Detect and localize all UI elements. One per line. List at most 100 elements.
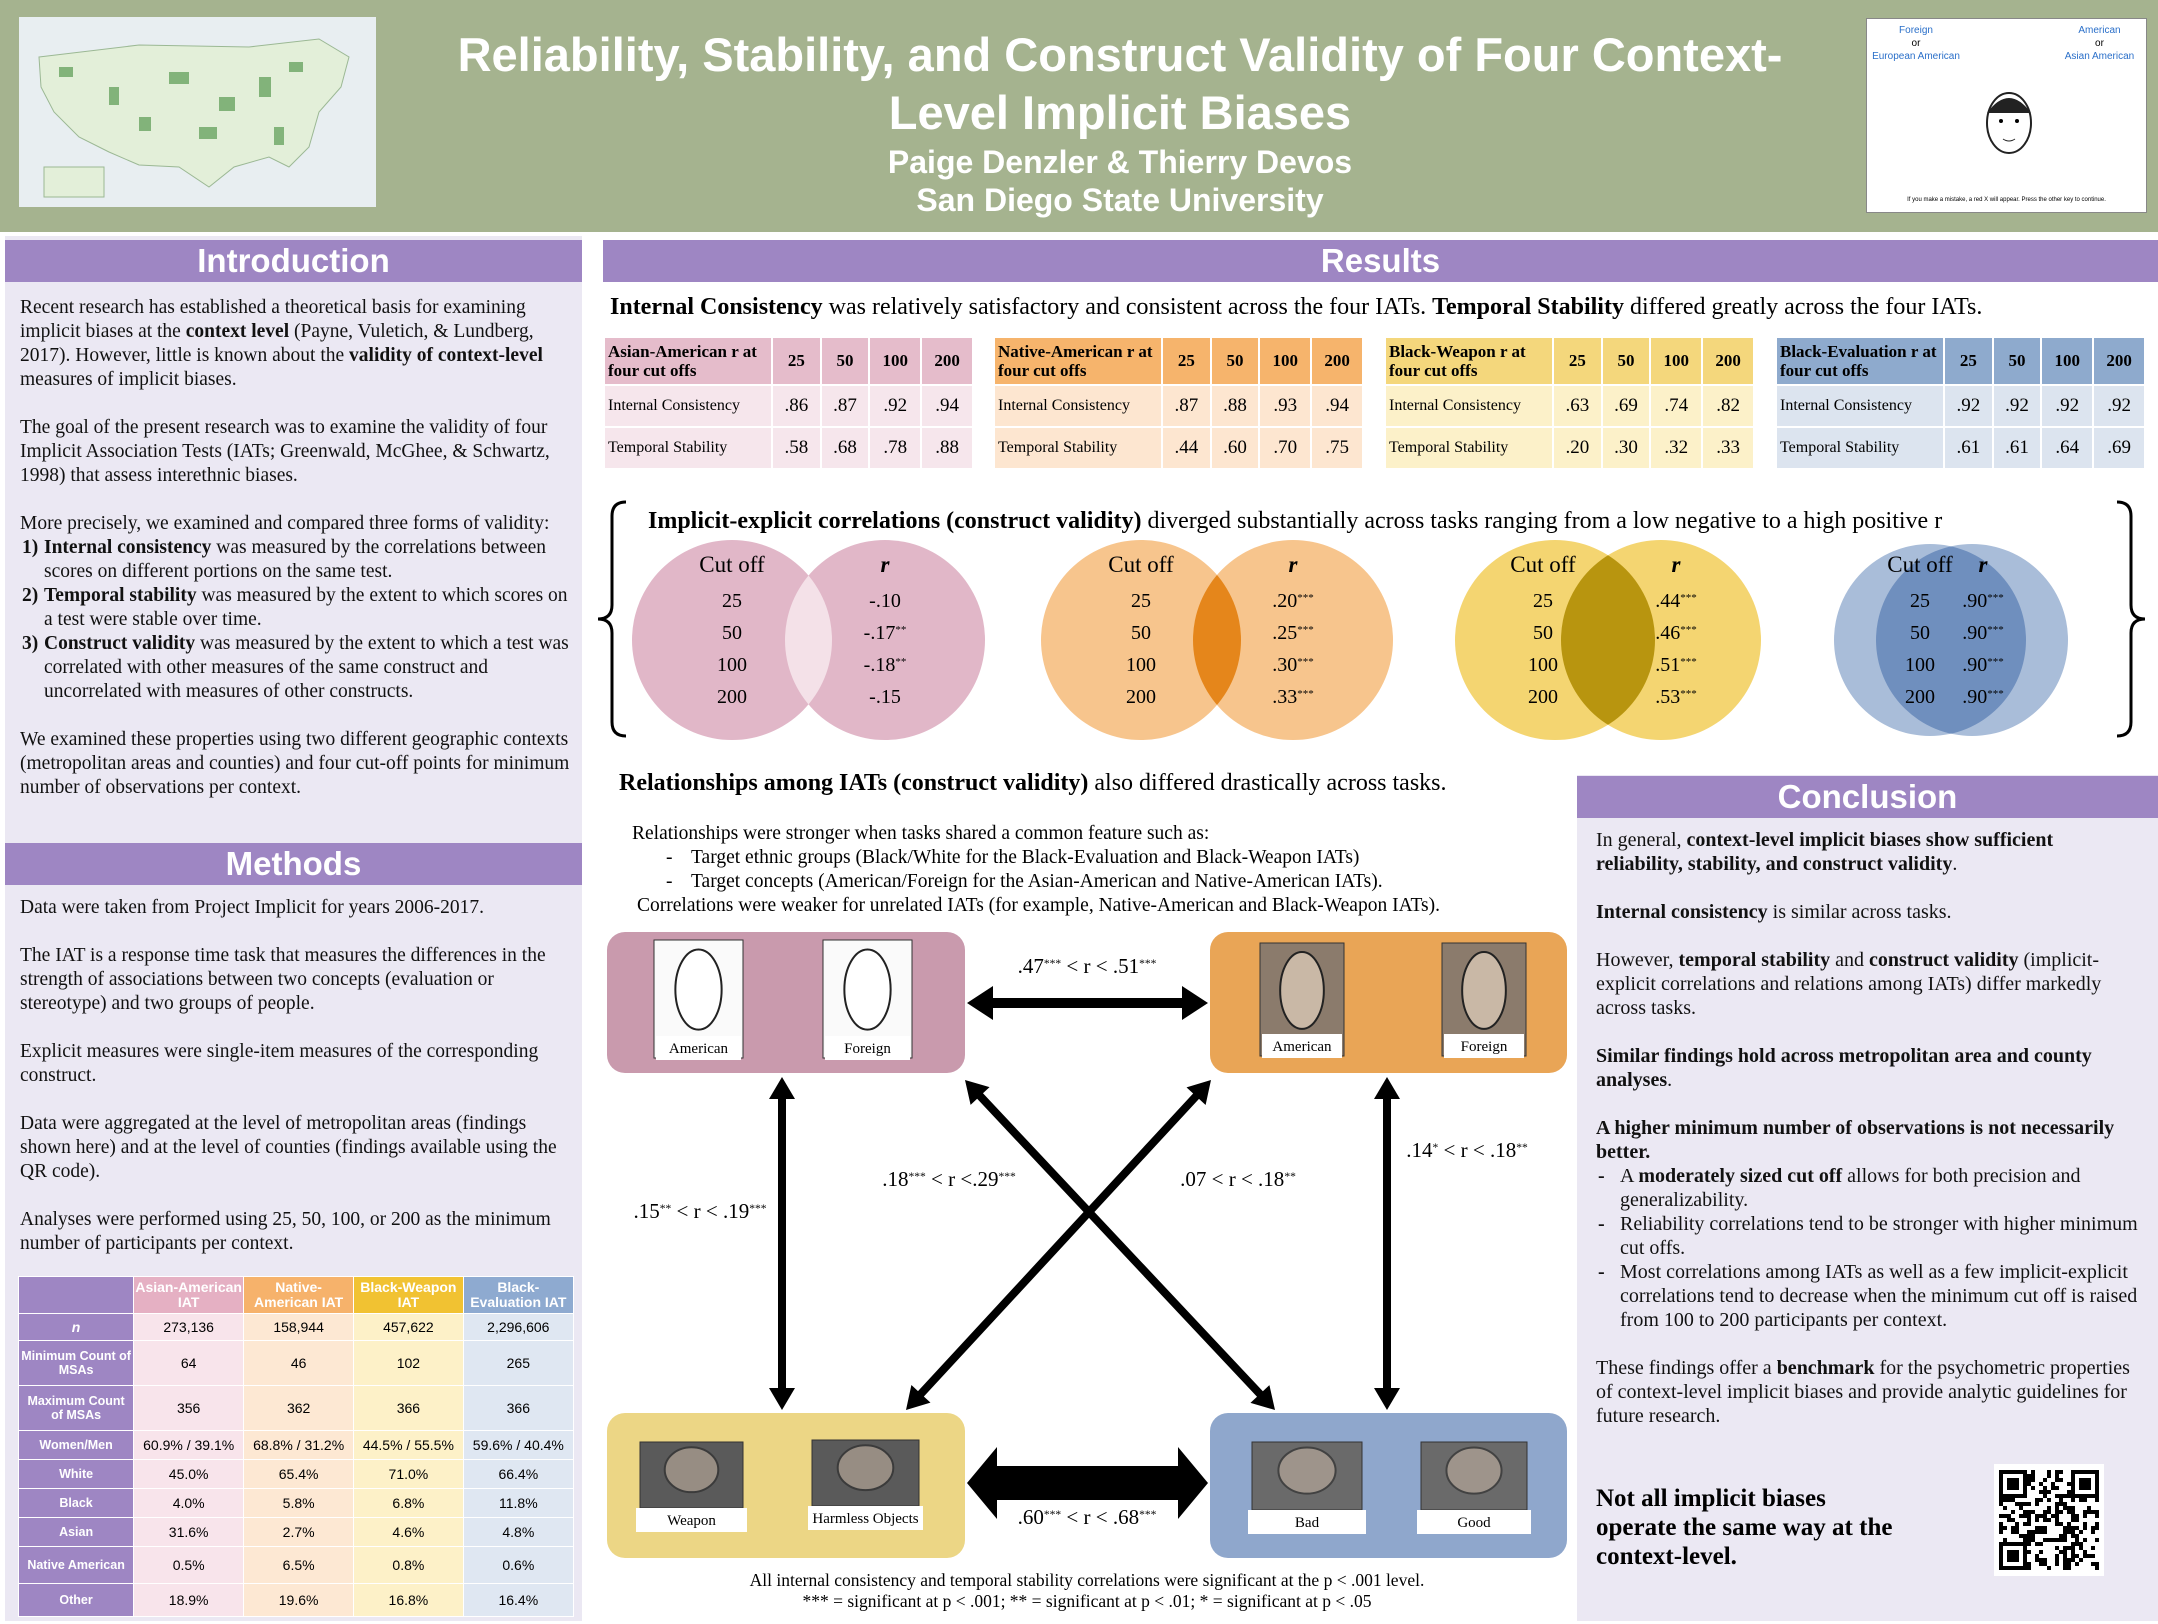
qr-module	[2043, 1518, 2047, 1522]
table-cell: 11.8%	[463, 1489, 573, 1517]
table-cell: 65.4%	[244, 1460, 354, 1488]
qr-module	[2091, 1510, 2095, 1514]
qr-finder	[2007, 1478, 2019, 1490]
qr-module	[2039, 1526, 2043, 1530]
stimulus-face	[1445, 1446, 1503, 1495]
table-cell: 64	[134, 1341, 244, 1385]
qr-module	[2023, 1502, 2027, 1506]
venn-column-label: Cut off	[1510, 552, 1576, 577]
qr-module	[2031, 1474, 2035, 1478]
qr-module	[2067, 1510, 2071, 1514]
qr-module	[2035, 1526, 2039, 1530]
table-cell: 265	[463, 1341, 573, 1385]
qr-module	[2031, 1538, 2035, 1542]
table-cell: .68	[821, 428, 869, 468]
correlation-range: .47*** < r < .51***	[1018, 954, 1157, 978]
qr-module	[2055, 1518, 2059, 1522]
significance-stars: ***	[908, 1171, 926, 1183]
table-cell: 0.5%	[134, 1547, 244, 1583]
table-cell: 5.8%	[244, 1489, 354, 1517]
qr-module	[2071, 1510, 2075, 1514]
table-cell: 6.5%	[244, 1547, 354, 1583]
relation-arrow	[967, 1447, 1208, 1519]
qr-module	[2083, 1522, 2087, 1526]
qr-module	[2059, 1498, 2063, 1502]
qr-module	[2067, 1566, 2071, 1570]
venn-cutoff: 200	[1528, 686, 1558, 708]
paragraph: In general, context-level implicit biase…	[1596, 828, 2144, 876]
qr-module	[2047, 1510, 2051, 1514]
text-run: We examined these properties using two d…	[20, 729, 570, 798]
stimulus-label: Foreign	[1461, 1039, 1508, 1055]
qr-module	[2047, 1506, 2051, 1510]
table-cell: 102	[354, 1341, 463, 1385]
table-cell: .75	[1312, 428, 1362, 468]
qr-module	[2071, 1554, 2075, 1558]
venn-cutoff: 25	[1910, 590, 1930, 612]
venn-column-label: r	[1979, 552, 1989, 577]
iat-screenshot: Foreign or European American American or Asia…	[1866, 18, 2147, 213]
qr-module	[2047, 1566, 2051, 1570]
venn-cutoff: 50	[1131, 622, 1151, 644]
authors: Paige Denzler & Thierry Devos	[887, 144, 1353, 180]
significance-stars: ***	[1297, 624, 1314, 636]
qr-module	[2019, 1506, 2023, 1510]
table-cell: .92	[870, 386, 921, 426]
qr-module	[2059, 1470, 2063, 1474]
qr-module	[2083, 1554, 2087, 1558]
qr-module	[2051, 1486, 2055, 1490]
qr-module	[2059, 1502, 2063, 1506]
table-cell: 16.4%	[463, 1584, 573, 1616]
table-cell: .63	[1554, 386, 1601, 426]
table-cell: .92	[2094, 386, 2144, 426]
us-map	[19, 17, 376, 207]
significance-stars: **	[1284, 1171, 1296, 1183]
table-cell: .78	[870, 428, 921, 468]
qr-module	[2011, 1518, 2015, 1522]
qr-module	[2027, 1514, 2031, 1518]
table-cell: 273,136	[134, 1314, 244, 1340]
paragraph: A higher minimum number of observations …	[1596, 1116, 2144, 1164]
qr-module	[2047, 1474, 2051, 1478]
qr-module	[2071, 1526, 2075, 1530]
table-row: Women/Men 60.9% / 39.1% 68.8% / 31.2% 44.5%…	[19, 1431, 573, 1459]
qr-module	[2095, 1566, 2099, 1570]
cutoff-header: 200	[1703, 338, 1753, 384]
venn-cutoff: 25	[722, 590, 742, 612]
text-run: .	[1667, 1069, 1673, 1091]
qr-module	[2027, 1510, 2031, 1514]
table-cell: .30	[1602, 428, 1650, 468]
qr-module	[2079, 1542, 2083, 1546]
table-row: Internal Consistency .87.88.93.94	[995, 386, 1362, 426]
qr-module	[2063, 1534, 2067, 1538]
qr-module	[2003, 1526, 2007, 1530]
qr-module	[1999, 1502, 2003, 1506]
qr-module	[2067, 1494, 2071, 1498]
table-cell: 19.6%	[244, 1584, 354, 1616]
stimulus-label: Foreign	[844, 1041, 891, 1057]
bold-run: validity of context-level	[349, 345, 543, 366]
stimulus-face	[843, 948, 892, 1031]
row-header: Black	[19, 1489, 134, 1517]
label-band	[1417, 1510, 1531, 1534]
qr-module	[2071, 1506, 2075, 1510]
table-row: Internal Consistency .92.92.92.92	[1777, 386, 2144, 426]
qr-module	[2059, 1534, 2063, 1538]
venn-circle	[1041, 540, 1241, 740]
stimulus-label: Harmless Objects	[812, 1511, 918, 1527]
qr-module	[2003, 1514, 2007, 1518]
table-cell: 2,296,606	[463, 1314, 573, 1340]
qr-module	[2091, 1562, 2095, 1566]
cutoff-header: 200	[922, 338, 972, 384]
qr-module	[2023, 1534, 2027, 1538]
qr-module	[2043, 1526, 2047, 1530]
qr-module	[2047, 1518, 2051, 1522]
text-run: diverged substantially across tasks rang…	[1141, 508, 1942, 534]
label-band	[636, 1508, 747, 1532]
affiliation: San Diego State University	[916, 182, 1324, 218]
list-item: 2) Temporal stability was measured by the…	[20, 584, 575, 632]
stimulus-label: Good	[1457, 1515, 1491, 1531]
significance-stars: ***	[1044, 958, 1062, 970]
bold-run: Temporal Stability	[1432, 294, 1624, 320]
qr-module	[2027, 1522, 2031, 1526]
